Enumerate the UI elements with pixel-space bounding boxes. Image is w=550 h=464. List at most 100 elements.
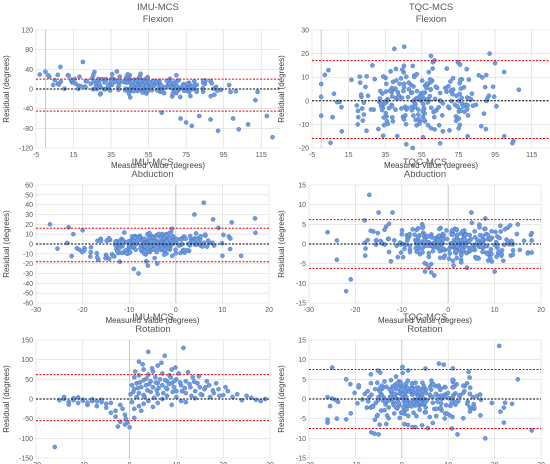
y-tick-label: 30 — [25, 212, 33, 219]
x-axis-label: Measured Value (degrees) — [105, 316, 199, 325]
data-point — [356, 382, 362, 388]
x-tick-label: 20 — [265, 307, 273, 314]
data-point — [122, 230, 127, 235]
data-point — [208, 93, 214, 99]
data-point — [58, 64, 63, 70]
data-point — [479, 75, 485, 80]
x-tick-label: 20 — [491, 462, 499, 464]
data-point — [440, 241, 446, 246]
data-point — [405, 385, 411, 391]
data-point — [427, 392, 433, 397]
data-point — [510, 252, 516, 257]
y-tick-label: 20 — [301, 51, 309, 58]
data-point — [188, 93, 193, 99]
y-axis-label: Residual (degrees) — [277, 55, 286, 123]
data-point — [339, 104, 344, 110]
data-point — [415, 107, 421, 112]
data-point — [480, 233, 485, 239]
data-point — [376, 210, 381, 215]
data-point — [436, 122, 442, 128]
data-point — [318, 94, 324, 100]
data-point — [95, 254, 100, 260]
data-point — [208, 117, 213, 122]
y-tick-label: 150 — [21, 338, 33, 345]
data-point — [174, 72, 179, 78]
chart-2: IMU-MCSAbduction-60-50-40-30-20-10010203… — [2, 157, 273, 325]
data-point — [132, 81, 138, 86]
data-point — [183, 390, 189, 396]
data-point — [66, 73, 71, 79]
data-point — [470, 394, 476, 400]
x-tick-label: -5 — [309, 152, 315, 159]
data-point — [363, 246, 368, 251]
data-point — [395, 133, 400, 139]
data-point — [113, 408, 118, 414]
data-point — [469, 91, 475, 96]
data-point — [443, 385, 448, 390]
data-point — [464, 265, 470, 270]
data-point — [430, 420, 436, 426]
data-point — [437, 140, 443, 146]
data-point — [173, 250, 179, 256]
data-point — [132, 235, 138, 240]
data-point — [43, 69, 48, 75]
y-tick-label: -10 — [299, 122, 309, 129]
data-point — [176, 243, 182, 248]
data-point — [420, 225, 425, 231]
data-point — [487, 51, 492, 56]
data-point — [84, 78, 90, 84]
y-tick-label: -100 — [19, 436, 33, 443]
data-point — [395, 254, 401, 260]
data-point — [88, 245, 94, 250]
data-point — [365, 237, 370, 243]
data-point — [97, 92, 103, 97]
y-tick-label: -5 — [300, 261, 306, 268]
data-point — [489, 228, 494, 234]
data-point — [390, 115, 395, 120]
y-tick-label: 0 — [29, 242, 33, 249]
data-point — [349, 77, 354, 83]
data-point — [509, 238, 514, 244]
data-point — [372, 386, 378, 392]
data-point — [153, 375, 158, 380]
data-point — [141, 367, 146, 372]
data-point — [415, 394, 421, 399]
data-point — [479, 244, 484, 250]
data-point — [164, 393, 170, 399]
data-point — [185, 81, 190, 87]
y-tick-label: 5 — [302, 377, 306, 384]
x-tick-label: 115 — [256, 152, 267, 159]
data-point — [487, 236, 493, 241]
data-point — [120, 79, 126, 84]
data-point — [457, 62, 463, 67]
data-point — [483, 436, 488, 441]
data-point — [386, 415, 391, 421]
data-point — [334, 416, 340, 421]
data-point — [123, 416, 129, 421]
data-point — [115, 424, 121, 429]
data-point — [69, 77, 74, 83]
x-tick-label: 30 — [266, 462, 274, 464]
data-point — [166, 381, 172, 387]
data-point — [88, 254, 93, 259]
data-point — [358, 92, 364, 97]
data-point — [487, 255, 493, 261]
data-point — [416, 234, 421, 240]
data-point — [37, 72, 43, 77]
data-point — [440, 101, 446, 106]
x-tick-label: 0 — [174, 307, 178, 314]
data-point — [407, 231, 412, 237]
data-point — [498, 229, 503, 234]
data-point — [151, 247, 157, 252]
data-point — [411, 410, 416, 416]
data-point — [428, 53, 434, 59]
data-point — [395, 90, 401, 95]
data-point — [376, 126, 381, 132]
data-point — [193, 231, 199, 236]
data-point — [497, 235, 502, 241]
data-point — [370, 404, 376, 409]
data-point — [129, 382, 135, 388]
data-point — [215, 88, 220, 93]
data-point — [203, 384, 208, 390]
